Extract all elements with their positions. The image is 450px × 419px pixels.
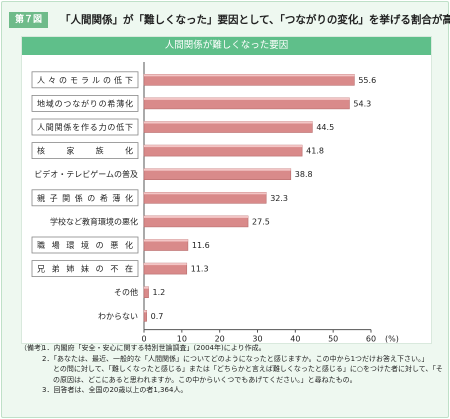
data-label: 54.3: [353, 99, 371, 108]
figure-number-badge: 第７図: [9, 12, 49, 28]
data-label: 11.3: [191, 265, 209, 274]
chart-panel: 人間関係が難しくなった要因 人々のモラルの低下 55.6 地域のつながりの希薄化 54…: [21, 36, 432, 344]
bar-highlight: [144, 239, 188, 242]
x-tick-label: 20: [215, 335, 225, 343]
data-label: 11.6: [192, 241, 210, 250]
category-label: 兄弟姉妹の不在: [37, 264, 133, 274]
x-tick-label: 30: [252, 335, 262, 343]
data-label: 1.2: [153, 288, 166, 297]
bar-highlight: [144, 192, 267, 195]
data-label: 55.6: [358, 76, 376, 85]
category-label: その他: [114, 287, 138, 297]
bar: [143, 310, 147, 322]
data-label: 38.8: [295, 170, 313, 179]
data-label: 44.5: [316, 123, 334, 132]
category-label: 人々のモラルの低下: [37, 75, 133, 85]
chart-title: 人間関係が難しくなった要因: [22, 37, 431, 55]
bar-highlight: [144, 145, 303, 148]
bar-highlight: [144, 168, 291, 171]
x-tick-label: 0: [141, 335, 146, 343]
notes-heading: （備考）: [20, 344, 48, 352]
x-unit-label: (%): [385, 335, 399, 343]
category-label: わからない: [98, 312, 138, 321]
bar-highlight: [144, 286, 149, 289]
category-box: [31, 236, 139, 254]
category-box: [31, 118, 139, 136]
figure-title: 「人間関係」が「難しくなった」要因として、「つながりの変化」を挙げる割合が高い: [60, 14, 450, 26]
bar-highlight: [144, 263, 187, 266]
note-line-4: の原因は、どこにあると思われますか。この中からいくつでもあげてください。」と尋ね…: [53, 375, 357, 384]
category-label: 地域のつながりの希薄化: [37, 98, 133, 108]
category-box: [31, 71, 139, 89]
bar-highlight: [144, 215, 249, 218]
x-tick-label: 40: [290, 335, 300, 343]
x-tick-label: 10: [177, 335, 187, 343]
note-line-3: との問に対して、「難しくなったと感じる」または「どちらかと言えば難しくなったと感…: [53, 365, 443, 373]
x-tick-label: 60: [366, 335, 376, 343]
category-box: [31, 260, 139, 278]
category-label: 学校など教育環境の悪化: [50, 216, 138, 226]
category-box: [31, 142, 139, 159]
category-label: 職場環境の悪化: [37, 240, 133, 250]
data-label: 41.8: [306, 147, 324, 156]
data-label: 0.7: [151, 312, 164, 321]
note-line-5: 3．回答者は、全国の20歳以上の者1,364人。: [42, 386, 188, 394]
data-label: 32.3: [270, 194, 288, 203]
category-label: 人間関係を作る力の低下: [37, 122, 133, 132]
data-label: 27.5: [252, 217, 270, 226]
x-tick-label: 50: [328, 335, 338, 343]
bar-highlight: [144, 97, 350, 100]
category-label: ビデオ・テレビゲームの普及: [34, 169, 138, 179]
note-line-2: 2．「あなたは、最近、一般的な「人間関係」についてどのようになったと感じますか。…: [42, 354, 429, 363]
category-box: [31, 189, 139, 207]
bar-highlight: [144, 121, 313, 124]
bar-highlight: [144, 310, 147, 313]
category-box: [31, 95, 139, 112]
bar-chart: 人々のモラルの低下 55.6 地域のつながりの希薄化 54.3 人間関係を作る力の低下 4…: [31, 62, 399, 343]
note-line-1: 1．内閣府「安全・安心に関する特別世論調査」(2004年)により作成。: [42, 344, 266, 352]
bar-highlight: [144, 74, 355, 77]
